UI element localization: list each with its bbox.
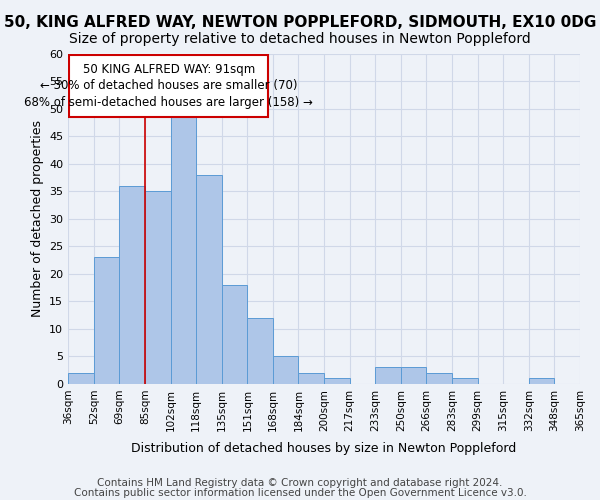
Text: 50 KING ALFRED WAY: 91sqm: 50 KING ALFRED WAY: 91sqm — [83, 63, 255, 76]
Bar — [145, 192, 170, 384]
Bar — [401, 368, 427, 384]
FancyBboxPatch shape — [70, 55, 268, 117]
Y-axis label: Number of detached properties: Number of detached properties — [31, 120, 44, 318]
Bar — [196, 175, 222, 384]
Bar — [324, 378, 350, 384]
Bar — [68, 373, 94, 384]
Bar — [222, 285, 247, 384]
Bar — [452, 378, 478, 384]
Bar — [119, 186, 145, 384]
Bar — [247, 318, 273, 384]
X-axis label: Distribution of detached houses by size in Newton Poppleford: Distribution of detached houses by size … — [131, 442, 517, 455]
Text: Contains public sector information licensed under the Open Government Licence v3: Contains public sector information licen… — [74, 488, 526, 498]
Text: ← 30% of detached houses are smaller (70): ← 30% of detached houses are smaller (70… — [40, 80, 298, 92]
Text: Contains HM Land Registry data © Crown copyright and database right 2024.: Contains HM Land Registry data © Crown c… — [97, 478, 503, 488]
Text: 50, KING ALFRED WAY, NEWTON POPPLEFORD, SIDMOUTH, EX10 0DG: 50, KING ALFRED WAY, NEWTON POPPLEFORD, … — [4, 15, 596, 30]
Bar — [298, 373, 324, 384]
Bar — [529, 378, 554, 384]
Bar — [170, 114, 196, 384]
Bar — [427, 373, 452, 384]
Bar — [375, 368, 401, 384]
Text: 68% of semi-detached houses are larger (158) →: 68% of semi-detached houses are larger (… — [24, 96, 313, 109]
Text: Size of property relative to detached houses in Newton Poppleford: Size of property relative to detached ho… — [69, 32, 531, 46]
Bar — [94, 258, 119, 384]
Bar — [273, 356, 298, 384]
